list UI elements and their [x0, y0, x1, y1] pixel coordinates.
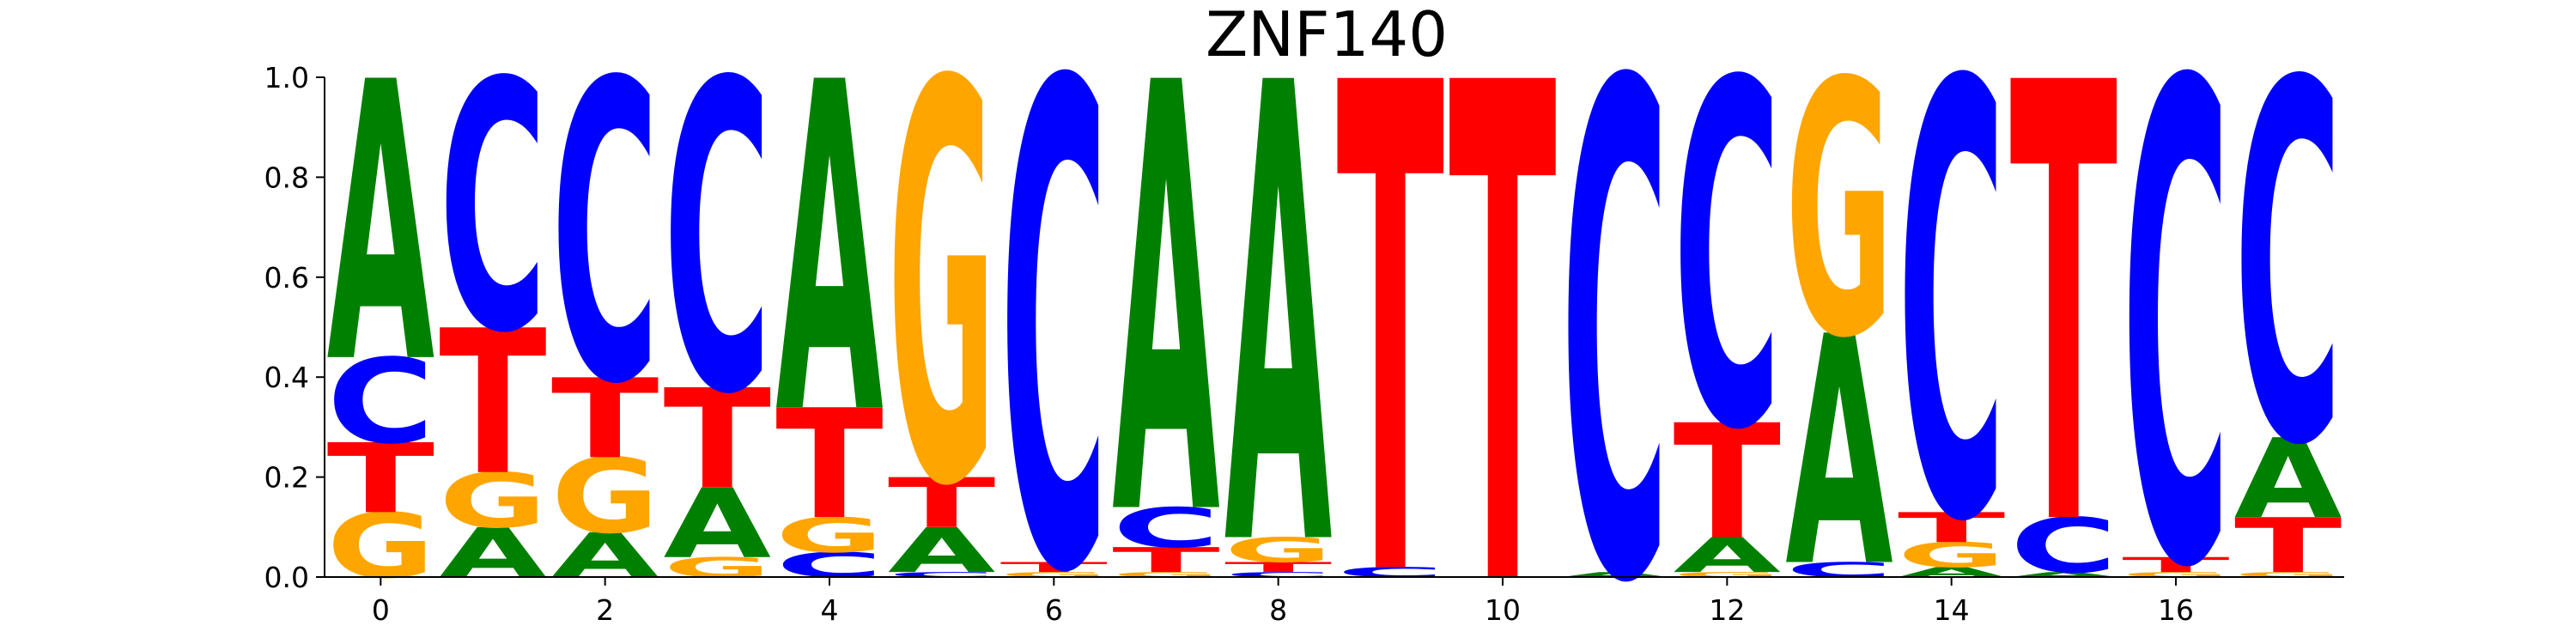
x-tick-label: 6 — [1045, 593, 1063, 627]
x-tick-label: 0 — [372, 593, 390, 627]
logo-letter-c: C — [1000, 0, 1108, 644]
logo-letter-c: C — [2122, 0, 2229, 644]
logo-letter-t: T — [1449, 0, 1557, 644]
x-tick-label: 4 — [821, 593, 839, 627]
logo-letter-t: T — [2010, 0, 2118, 644]
x-tick-label: 2 — [596, 593, 614, 627]
y-tick-label: 1.0 — [264, 61, 309, 94]
logo-letter-a: A — [775, 0, 884, 513]
y-tick-label: 0.8 — [264, 161, 309, 194]
logo-letter-t: T — [1337, 0, 1445, 644]
x-tick-label: 12 — [1709, 593, 1745, 627]
x-tick-label: 14 — [1934, 593, 1970, 627]
logo-letter-c: C — [551, 0, 659, 474]
y-tick-label: 0.4 — [264, 361, 309, 394]
y-tick-label: 0.2 — [264, 461, 309, 495]
logo-letter-g: G — [888, 0, 995, 607]
logo-letter-a: A — [1224, 0, 1334, 644]
logo-letter-c: C — [1674, 0, 1781, 535]
logo-letter-a: A — [327, 2, 436, 448]
x-tick-label: 8 — [1269, 593, 1287, 627]
logo-letter-c: C — [2234, 0, 2342, 554]
logo-letter-c: C — [439, 10, 546, 409]
y-tick-label: 0.0 — [264, 561, 309, 594]
x-tick-label: 16 — [2158, 593, 2194, 627]
logo-letter-a: A — [1112, 0, 1221, 644]
logo-letter-g: G — [1785, 9, 1893, 416]
logo-letter-c: C — [664, 0, 771, 488]
x-tick-label: 10 — [1485, 593, 1521, 627]
logo-letter-c: C — [1561, 0, 1668, 644]
y-tick-label: 0.6 — [264, 261, 309, 295]
logo-letter-c: C — [1898, 0, 2005, 644]
